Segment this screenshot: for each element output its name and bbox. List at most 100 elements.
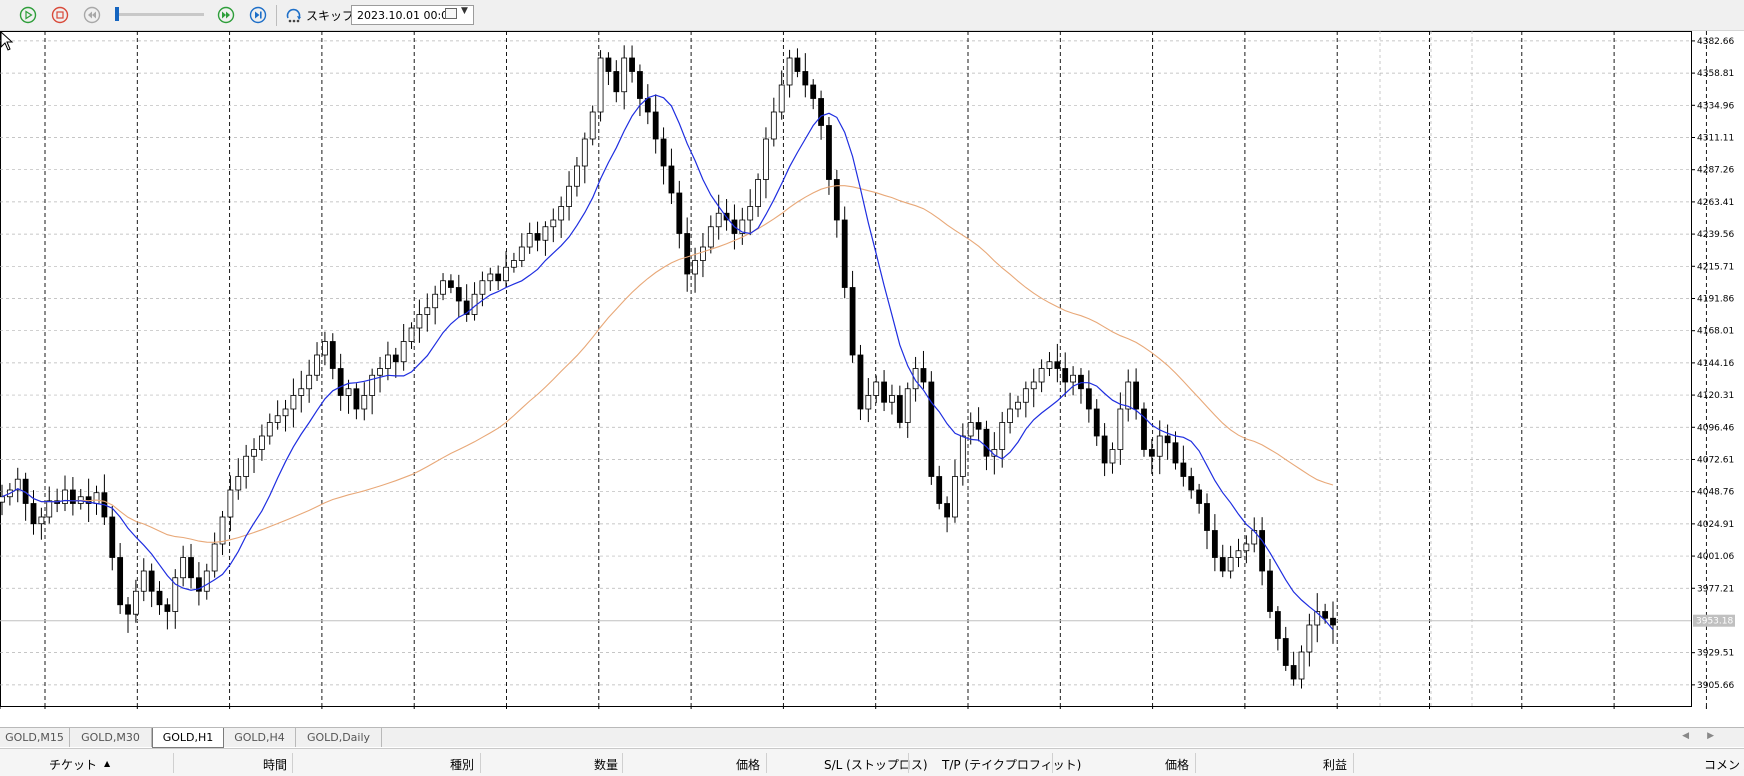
candle-body xyxy=(684,233,691,275)
candle-body xyxy=(550,219,557,228)
candle-body xyxy=(967,422,974,437)
candle-body xyxy=(841,219,848,288)
candle-body xyxy=(873,381,880,396)
candle-body xyxy=(1054,361,1061,369)
candle-body xyxy=(0,496,5,503)
candle-body xyxy=(1172,442,1179,464)
column-ticket[interactable]: チケット xyxy=(49,758,98,772)
toolbar-divider xyxy=(276,5,277,26)
candle-body xyxy=(526,233,533,248)
column-stop-loss[interactable]: S/L (ストップロス) xyxy=(824,758,928,772)
column-divider[interactable] xyxy=(1052,753,1053,773)
candle-body xyxy=(778,84,785,113)
price-label: 4024.91 xyxy=(1697,520,1734,530)
candle-body xyxy=(1330,617,1336,626)
tab-gold-daily[interactable]: GOLD,Daily xyxy=(296,728,382,747)
skip-date-input[interactable]: 2023.10.01 00:00 xyxy=(351,5,474,25)
candle-body xyxy=(1085,388,1092,410)
column-profit[interactable]: 利益 xyxy=(1323,758,1348,772)
play-button[interactable] xyxy=(19,6,37,24)
tab-label: GOLD,Daily xyxy=(306,731,371,744)
column-divider[interactable] xyxy=(766,753,767,773)
tab-gold-m15[interactable]: GOLD,M15 xyxy=(0,728,70,747)
rewind-button[interactable] xyxy=(83,6,101,24)
mouse-cursor-icon xyxy=(0,31,14,51)
candle-body xyxy=(1133,381,1140,410)
candle-body xyxy=(148,570,155,592)
candle-body xyxy=(904,388,911,423)
candle-body xyxy=(1046,361,1053,369)
candle-body xyxy=(747,206,754,221)
column-price[interactable]: 価格 xyxy=(736,758,761,772)
skip-icon[interactable] xyxy=(285,7,303,25)
tester-toolbar: スキップ 2023.10.01 00:00 ▼ xyxy=(0,0,1744,31)
chevron-down-icon[interactable]: ▼ xyxy=(461,6,468,16)
candle-body xyxy=(613,71,620,93)
column-type[interactable]: 種別 xyxy=(450,758,475,772)
column-divider[interactable] xyxy=(622,753,623,773)
price-label: 4191.86 xyxy=(1697,294,1734,304)
column-comment[interactable]: コメント xyxy=(1704,758,1744,772)
candle-body xyxy=(605,57,612,72)
price-label: 4048.76 xyxy=(1697,488,1734,498)
candle-body xyxy=(1259,530,1266,572)
column-close-price[interactable]: 価格 xyxy=(1165,758,1190,772)
candle-body xyxy=(1125,381,1132,410)
column-divider[interactable] xyxy=(1353,753,1354,773)
skip-label[interactable]: スキップ xyxy=(306,9,355,23)
candle-body xyxy=(739,219,746,234)
candle-body xyxy=(353,388,360,410)
column-take-profit[interactable]: T/P (テイクプロフィット) xyxy=(942,758,1082,772)
price-chart[interactable]: 4382.66 4358.81 4334.96 4311.11 4287.26 4263.… xyxy=(0,31,1744,709)
speed-slider-thumb[interactable] xyxy=(115,7,119,21)
scroll-right-icon[interactable]: ▶ xyxy=(1707,731,1732,741)
column-volume[interactable]: 数量 xyxy=(594,758,619,772)
candle-body xyxy=(385,354,391,369)
candle-body xyxy=(440,280,446,295)
column-divider[interactable] xyxy=(1195,753,1196,773)
candle-body xyxy=(46,500,53,518)
candle-body xyxy=(1219,557,1226,572)
column-time[interactable]: 時間 xyxy=(263,758,288,772)
price-label: 4311.11 xyxy=(1697,134,1734,144)
candle-body xyxy=(676,192,683,234)
tab-gold-m30[interactable]: GOLD,M30 xyxy=(70,728,152,747)
column-divider[interactable] xyxy=(173,753,174,773)
candle-body xyxy=(1007,408,1013,423)
candle-body xyxy=(999,422,1006,450)
fast-forward-button[interactable] xyxy=(217,6,235,24)
candle-body xyxy=(518,246,525,261)
candle-body xyxy=(755,179,761,207)
stop-button[interactable] xyxy=(51,6,69,24)
candle-body xyxy=(180,557,187,579)
candle-body xyxy=(668,165,675,194)
chart-canvas: 4382.66 4358.81 4334.96 4311.11 4287.26 4263.… xyxy=(0,31,1735,709)
candle-body xyxy=(810,84,817,99)
column-divider[interactable] xyxy=(292,753,293,773)
candle-body xyxy=(542,226,549,241)
price-label: 4072.61 xyxy=(1697,455,1734,465)
scroll-left-icon[interactable]: ◀ xyxy=(1682,731,1708,741)
calendar-icon[interactable] xyxy=(445,8,457,19)
tab-gold-h4[interactable]: GOLD,H4 xyxy=(224,728,296,747)
candle-body xyxy=(597,57,604,113)
column-divider[interactable] xyxy=(908,753,909,773)
candle-body xyxy=(1282,638,1289,666)
tab-gold-h1[interactable]: GOLD,H1 xyxy=(152,728,224,748)
speed-slider-track[interactable] xyxy=(116,13,204,16)
candle-body xyxy=(637,71,643,99)
candle-body xyxy=(881,381,887,403)
candle-body xyxy=(219,516,226,545)
sort-ascending-icon[interactable]: ▲ xyxy=(104,759,111,768)
price-label: 4287.26 xyxy=(1697,166,1734,176)
candle-body xyxy=(306,374,313,390)
column-divider[interactable] xyxy=(480,753,481,773)
candle-body xyxy=(298,388,305,396)
candle-body xyxy=(266,422,273,437)
step-end-button[interactable] xyxy=(249,6,267,24)
candle-body xyxy=(203,570,210,592)
candle-body xyxy=(857,354,864,410)
candle-body xyxy=(448,280,454,288)
tab-scroll-arrows[interactable]: ◀▶ xyxy=(1682,731,1732,741)
play-icon xyxy=(19,6,37,24)
